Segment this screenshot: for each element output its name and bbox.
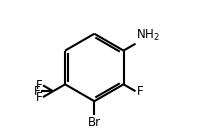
- Text: Br: Br: [88, 116, 101, 129]
- Text: NH$_2$: NH$_2$: [136, 28, 160, 43]
- Text: F: F: [36, 91, 42, 104]
- Text: F: F: [34, 85, 41, 98]
- Text: F: F: [136, 85, 143, 98]
- Text: F: F: [36, 79, 42, 92]
